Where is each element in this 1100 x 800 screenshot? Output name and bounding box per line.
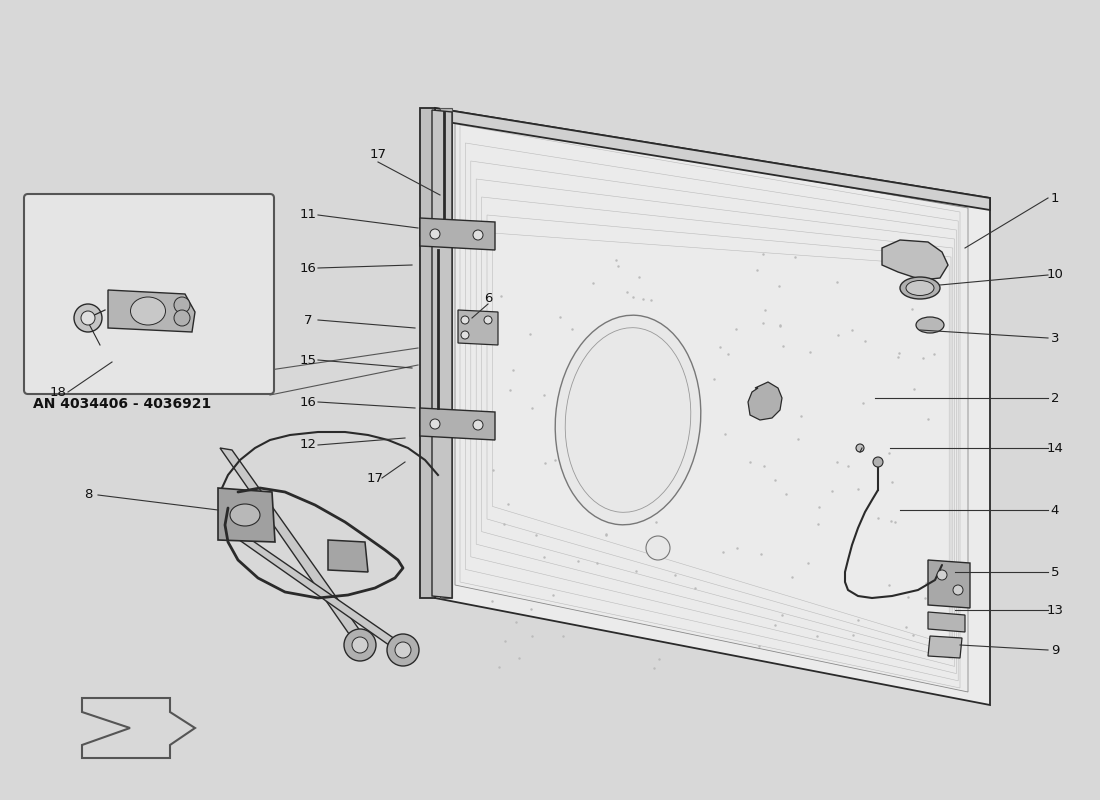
Text: 6: 6 <box>484 291 492 305</box>
Text: 4: 4 <box>1050 503 1059 517</box>
Circle shape <box>473 230 483 240</box>
Circle shape <box>74 304 102 332</box>
Circle shape <box>873 457 883 467</box>
Text: 5: 5 <box>1050 566 1059 578</box>
Text: 13: 13 <box>1046 603 1064 617</box>
Text: 17: 17 <box>370 149 386 162</box>
Polygon shape <box>328 540 369 572</box>
Ellipse shape <box>230 504 260 526</box>
Circle shape <box>937 570 947 580</box>
Polygon shape <box>420 218 495 250</box>
Polygon shape <box>420 408 495 440</box>
Circle shape <box>461 331 469 339</box>
Ellipse shape <box>556 315 701 525</box>
Polygon shape <box>82 698 195 758</box>
Text: AN 4034406 - 4036921: AN 4034406 - 4036921 <box>33 397 211 411</box>
Circle shape <box>352 637 368 653</box>
Text: 10: 10 <box>1046 269 1064 282</box>
Circle shape <box>646 536 670 560</box>
Text: 2: 2 <box>1050 391 1059 405</box>
Circle shape <box>174 297 190 313</box>
Circle shape <box>344 629 376 661</box>
Text: 1: 1 <box>1050 191 1059 205</box>
Polygon shape <box>440 108 452 598</box>
Polygon shape <box>928 612 965 632</box>
Text: 14: 14 <box>1046 442 1064 454</box>
Circle shape <box>174 310 190 326</box>
Polygon shape <box>432 110 452 598</box>
Circle shape <box>81 311 95 325</box>
Text: 15: 15 <box>299 354 317 366</box>
Text: 8: 8 <box>84 489 92 502</box>
Polygon shape <box>458 310 498 345</box>
Text: 16: 16 <box>299 262 317 274</box>
Polygon shape <box>220 448 368 644</box>
Circle shape <box>387 634 419 666</box>
Text: 16: 16 <box>299 395 317 409</box>
Polygon shape <box>218 488 275 542</box>
Polygon shape <box>434 108 990 210</box>
Circle shape <box>430 419 440 429</box>
Polygon shape <box>226 530 408 650</box>
Text: 18: 18 <box>50 386 66 398</box>
Polygon shape <box>928 560 970 608</box>
Polygon shape <box>108 290 195 332</box>
Polygon shape <box>420 108 434 598</box>
Polygon shape <box>748 382 782 420</box>
Text: 3: 3 <box>1050 331 1059 345</box>
Ellipse shape <box>916 317 944 333</box>
Circle shape <box>461 316 469 324</box>
Circle shape <box>856 444 864 452</box>
Circle shape <box>473 420 483 430</box>
Ellipse shape <box>906 281 934 295</box>
Polygon shape <box>434 108 990 705</box>
Ellipse shape <box>131 297 165 325</box>
Circle shape <box>430 229 440 239</box>
Polygon shape <box>928 636 962 658</box>
Polygon shape <box>882 240 948 280</box>
Circle shape <box>484 316 492 324</box>
Text: 9: 9 <box>1050 643 1059 657</box>
FancyBboxPatch shape <box>24 194 274 394</box>
Circle shape <box>953 585 962 595</box>
Text: 11: 11 <box>299 209 317 222</box>
Text: 12: 12 <box>299 438 317 451</box>
Circle shape <box>395 642 411 658</box>
Text: 17: 17 <box>366 471 384 485</box>
Ellipse shape <box>900 277 940 299</box>
Text: 7: 7 <box>304 314 312 326</box>
